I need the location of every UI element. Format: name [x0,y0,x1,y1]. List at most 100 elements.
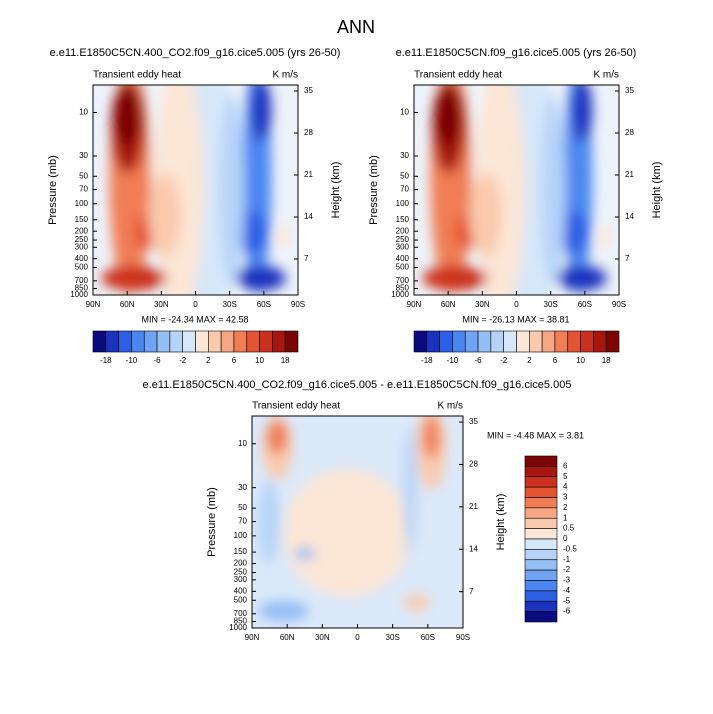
colorbar-label: 6 [232,356,237,365]
colorbar-box [524,538,558,550]
y-tick-label: 30 [400,151,409,160]
field-shape [294,547,316,561]
x-tick-label: 30S [223,300,237,309]
page-title: ANN [337,17,375,37]
colorbar-box [605,330,620,353]
colorbar-box [524,549,558,561]
y-tick-label: 500 [75,263,89,272]
field-shape [115,87,141,146]
y-tick-label: 850 [396,284,410,293]
contour-field [252,416,463,628]
x-tick-label: 60N [120,300,135,309]
field-shape [598,225,611,247]
y-tick-label: 70 [79,185,88,194]
contour-field [414,85,619,295]
y-tick-label: 50 [238,503,247,512]
colorbar-box [524,497,558,509]
colorbar-box [426,330,440,353]
colorbar-label: 0.5 [563,524,575,533]
field-shape [238,211,268,253]
colorbar-box [524,600,558,612]
colorbar-box [490,330,504,353]
colorbar-label: 3 [563,493,568,502]
colorbar-box [143,330,158,353]
colorbar-box [524,611,558,623]
field-shape [557,265,607,291]
colorbar-box [464,330,479,353]
field-shape [571,85,593,142]
panel-title: e.e11.E1850C5CN.f09_g16.cice5.005 (yrs 2… [396,47,637,59]
colorbar-label: 2 [206,356,211,365]
y2-tick-label: 35 [469,417,478,426]
y2-axis-title: Height (km) [330,162,342,219]
left-label: Transient eddy heat [93,70,181,81]
field-shape [258,600,309,622]
colorbar-box [524,486,558,498]
left-label: Transient eddy heat [252,401,340,412]
x-tick-label: 0 [355,633,360,642]
colorbar-box [554,330,569,353]
colorbar-label: 0 [563,534,568,543]
field-shape [277,225,290,247]
y-tick-label: 100 [396,199,410,208]
field-shapes [258,416,447,622]
field-shape [403,426,417,554]
y2-tick-label: 28 [625,128,634,137]
colorbar-label: -4 [563,586,571,595]
y-axis-title: Pressure (mb) [206,487,218,557]
colorbar-box [195,330,209,353]
x-tick-label: 90N [245,633,260,642]
field-shape [469,173,503,258]
left-label: Transient eddy heat [414,70,502,81]
x-tick-label: 30S [386,633,400,642]
colorbar-box [477,330,492,353]
colorbar-label: -2 [563,565,571,574]
y-tick-label: 1000 [391,290,409,299]
y2-tick-label: 7 [469,587,474,596]
y-tick-label: 100 [75,199,89,208]
colorbar-box [524,517,558,529]
x-tick-label: 0 [193,300,198,309]
y-tick-label: 10 [79,108,88,117]
colorbar-box [259,330,273,353]
y-tick-label: 30 [79,151,88,160]
y-tick-label: 400 [75,254,89,263]
y-tick-label: 10 [400,108,409,117]
field-shape [559,211,589,253]
colorbar-box [593,330,607,353]
colorbar-box [503,330,517,353]
colorbar-label: -18 [421,356,433,365]
y-tick-label: 50 [400,171,409,180]
y2-tick-label: 7 [625,254,630,263]
y-axis-title: Pressure (mb) [47,155,59,225]
colorbar-box [118,330,132,353]
colorbar-label: 18 [602,356,611,365]
y-tick-label: 500 [234,595,248,604]
contour-field [93,85,298,295]
y-tick-label: 200 [75,226,89,235]
right-label: K m/s [593,70,619,81]
colorbar-label: -0.5 [563,544,577,553]
x-tick-label: 30N [475,300,490,309]
min-max-annotation: MIN = -26.13 MAX = 38.81 [462,314,569,324]
colorbar-label: -6 [563,607,571,616]
field-shape [541,95,566,285]
colorbar-box [208,330,222,353]
colorbar-box [580,330,594,353]
colorbar-box [524,466,558,478]
field-shape [422,265,488,291]
field-shape [250,85,272,142]
colorbar-box [284,330,299,353]
y-tick-label: 30 [238,483,247,492]
y-tick-label: 300 [396,242,410,251]
field-shape [148,173,182,258]
y-tick-label: 850 [75,284,89,293]
colorbar-label: 6 [553,356,558,365]
y2-tick-label: 7 [304,254,309,263]
y-tick-label: 150 [396,215,410,224]
colorbar-label: -3 [563,576,571,585]
y-tick-label: 150 [234,547,248,556]
y2-tick-label: 21 [469,502,478,511]
colorbar-label: 5 [563,472,568,481]
y2-tick-label: 28 [469,460,478,469]
